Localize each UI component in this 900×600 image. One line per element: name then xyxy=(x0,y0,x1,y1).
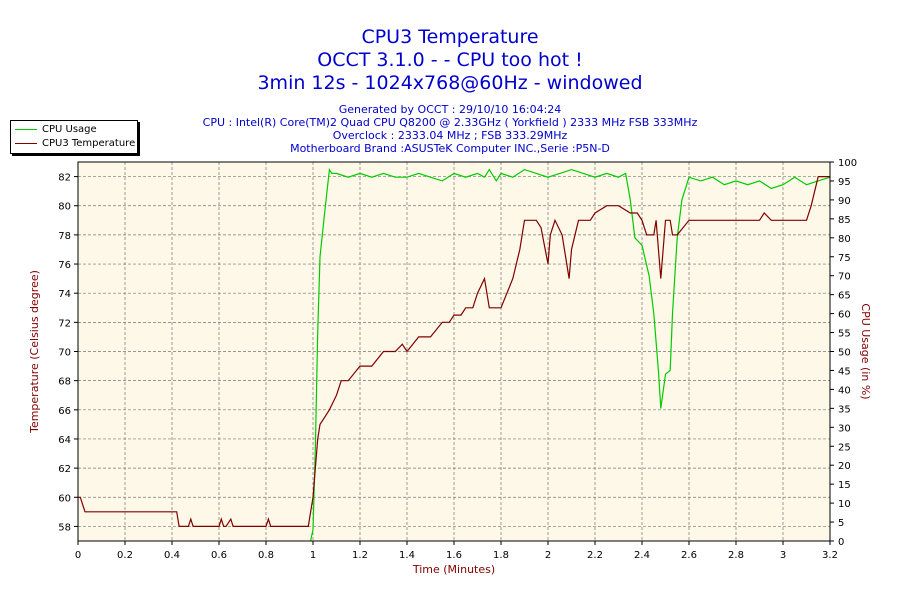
y-right-tick-label: 70 xyxy=(838,272,851,283)
legend-item-usage: CPU Usage xyxy=(15,122,97,136)
x-tick-label: 2 xyxy=(545,550,551,561)
legend-label-usage: CPU Usage xyxy=(42,123,97,135)
y-left-tick-label: 76 xyxy=(58,260,71,271)
y-right-tick-label: 50 xyxy=(838,348,851,359)
legend-swatch-temperature xyxy=(15,142,37,144)
info-generated: Generated by OCCT : 29/10/10 16:04:24 xyxy=(338,103,562,116)
series-line-cpu-usage xyxy=(310,167,831,542)
y-left-tick-label: 74 xyxy=(58,289,71,300)
y-right-tick-label: 45 xyxy=(838,366,851,377)
x-tick-label: 1.6 xyxy=(446,550,462,561)
x-tick-label: 0.8 xyxy=(258,550,274,561)
x-tick-label: 1 xyxy=(310,550,316,561)
legend-swatch-usage xyxy=(15,128,37,130)
y-right-tick-label: 30 xyxy=(838,423,851,434)
y-axis-label-left: Temperature (Celsius degree) xyxy=(28,270,41,434)
chart-title: CPU3 Temperature xyxy=(361,26,539,48)
y-right-tick-label: 80 xyxy=(838,234,851,245)
x-tick-label: 0.6 xyxy=(211,550,227,561)
y-left-tick-label: 66 xyxy=(58,406,71,417)
y-right-tick-label: 35 xyxy=(838,404,851,415)
y-right-tick-label: 60 xyxy=(838,310,851,321)
y-left-tick-label: 68 xyxy=(58,377,71,388)
y-left-tick-label: 64 xyxy=(58,435,71,446)
series-lines xyxy=(78,167,831,542)
chart-subtitle-duration: 3min 12s - 1024x768@60Hz - windowed xyxy=(257,72,643,94)
y-right-tick-label: 25 xyxy=(838,442,851,453)
y-left-tick-label: 60 xyxy=(58,493,71,504)
x-tick-label: 3 xyxy=(780,550,786,561)
chart-subtitle-status: OCCT 3.1.0 - - CPU too hot ! xyxy=(317,49,583,71)
y-right-tick-label: 40 xyxy=(838,385,851,396)
x-tick-label: 2.6 xyxy=(681,550,697,561)
chart-legend: CPU Usage CPU3 Temperature xyxy=(10,120,138,154)
y-left-tick-label: 80 xyxy=(58,202,71,213)
x-tick-label: 2.4 xyxy=(634,550,650,561)
x-tick-label: 3.2 xyxy=(822,550,838,561)
plot-frame xyxy=(77,161,831,542)
y-left-tick-label: 82 xyxy=(58,173,71,184)
info-motherboard: Motherboard Brand :ASUSTeK Computer INC.… xyxy=(290,142,610,155)
x-tick-label: 1.4 xyxy=(399,550,415,561)
y-right-tick-label: 95 xyxy=(838,177,851,188)
x-tick-label: 1.2 xyxy=(352,550,368,561)
y-left-tick-label: 72 xyxy=(58,318,71,329)
y-right-tick-label: 5 xyxy=(838,518,844,529)
y-axis-label-right: CPU Usage (in %) xyxy=(859,303,872,399)
y-right-tick-label: 100 xyxy=(838,158,857,169)
y-right-tick-label: 90 xyxy=(838,196,851,207)
y-left-tick-label: 78 xyxy=(58,231,71,242)
x-tick-label: 2.8 xyxy=(728,550,744,561)
x-tick-label: 1.8 xyxy=(493,550,509,561)
axis-ticks: 0 0.2 0.4 0.6 0.8 1 1.2 1.4 1.6 1.8 2 2.2 2.4 2.6 2.8 3… xyxy=(58,158,857,561)
y-right-tick-label: 20 xyxy=(838,461,851,472)
info-overclock: Overclock : 2333.04 MHz ; FSB 333.29MHz xyxy=(332,129,568,142)
x-tick-label: 0.2 xyxy=(117,550,133,561)
x-axis-label: Time (Minutes) xyxy=(412,563,495,576)
y-right-tick-label: 75 xyxy=(838,253,851,264)
y-left-tick-label: 58 xyxy=(58,522,71,533)
y-right-tick-label: 0 xyxy=(838,537,844,548)
y-left-tick-label: 70 xyxy=(58,348,71,359)
y-right-tick-label: 55 xyxy=(838,329,851,340)
x-tick-label: 0.4 xyxy=(164,550,180,561)
grid-lines xyxy=(78,162,830,541)
legend-item-temperature: CPU3 Temperature xyxy=(15,136,135,150)
y-right-tick-label: 85 xyxy=(838,215,851,226)
x-tick-label: 2.2 xyxy=(587,550,603,561)
legend-label-temperature: CPU3 Temperature xyxy=(42,137,136,149)
series-line-cpu3-temperature xyxy=(78,176,830,528)
y-right-tick-label: 10 xyxy=(838,499,851,510)
y-right-tick-label: 15 xyxy=(838,480,851,491)
x-tick-label: 0 xyxy=(75,550,81,561)
info-cpu: CPU : Intel(R) Core(TM)2 Quad CPU Q8200 … xyxy=(202,116,698,129)
y-right-tick-label: 65 xyxy=(838,291,851,302)
y-left-tick-label: 62 xyxy=(58,464,71,475)
